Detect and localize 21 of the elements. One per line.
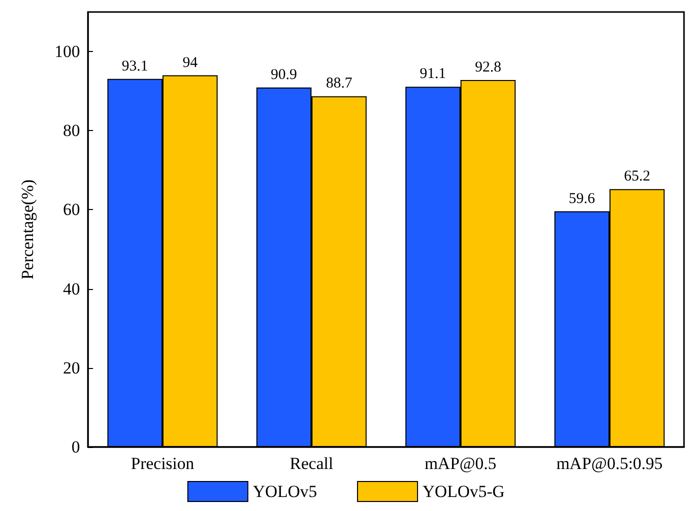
y-tick-label: 40 [63,279,80,298]
data-label: 59.6 [568,190,596,207]
y-axis-title: Percentage(%) [18,179,37,280]
y-tick-label: 20 [63,358,80,378]
x-tick-label: mAP@0.5 [424,454,496,473]
y-tick-label: 80 [63,121,80,140]
data-label: 92.8 [474,60,502,76]
x-tick-label: mAP@0.5:0.95 [556,454,663,473]
data-label: 88.7 [326,76,353,92]
legend-label: YOLOv5-G [422,482,505,501]
x-tick-label: Precision [130,454,195,473]
data-label: 65.2 [624,168,650,185]
legend-label: YOLOv5 [252,482,318,501]
y-tick-label: 60 [63,200,80,220]
data-label: 94 [182,54,198,71]
y-tick-label: 100 [54,42,80,62]
x-tick-label: Recall [290,454,334,473]
data-label: 90.9 [270,67,298,84]
data-label: 91.1 [420,66,446,82]
y-tick-label: 0 [72,438,80,456]
data-label: 93.1 [122,58,148,74]
